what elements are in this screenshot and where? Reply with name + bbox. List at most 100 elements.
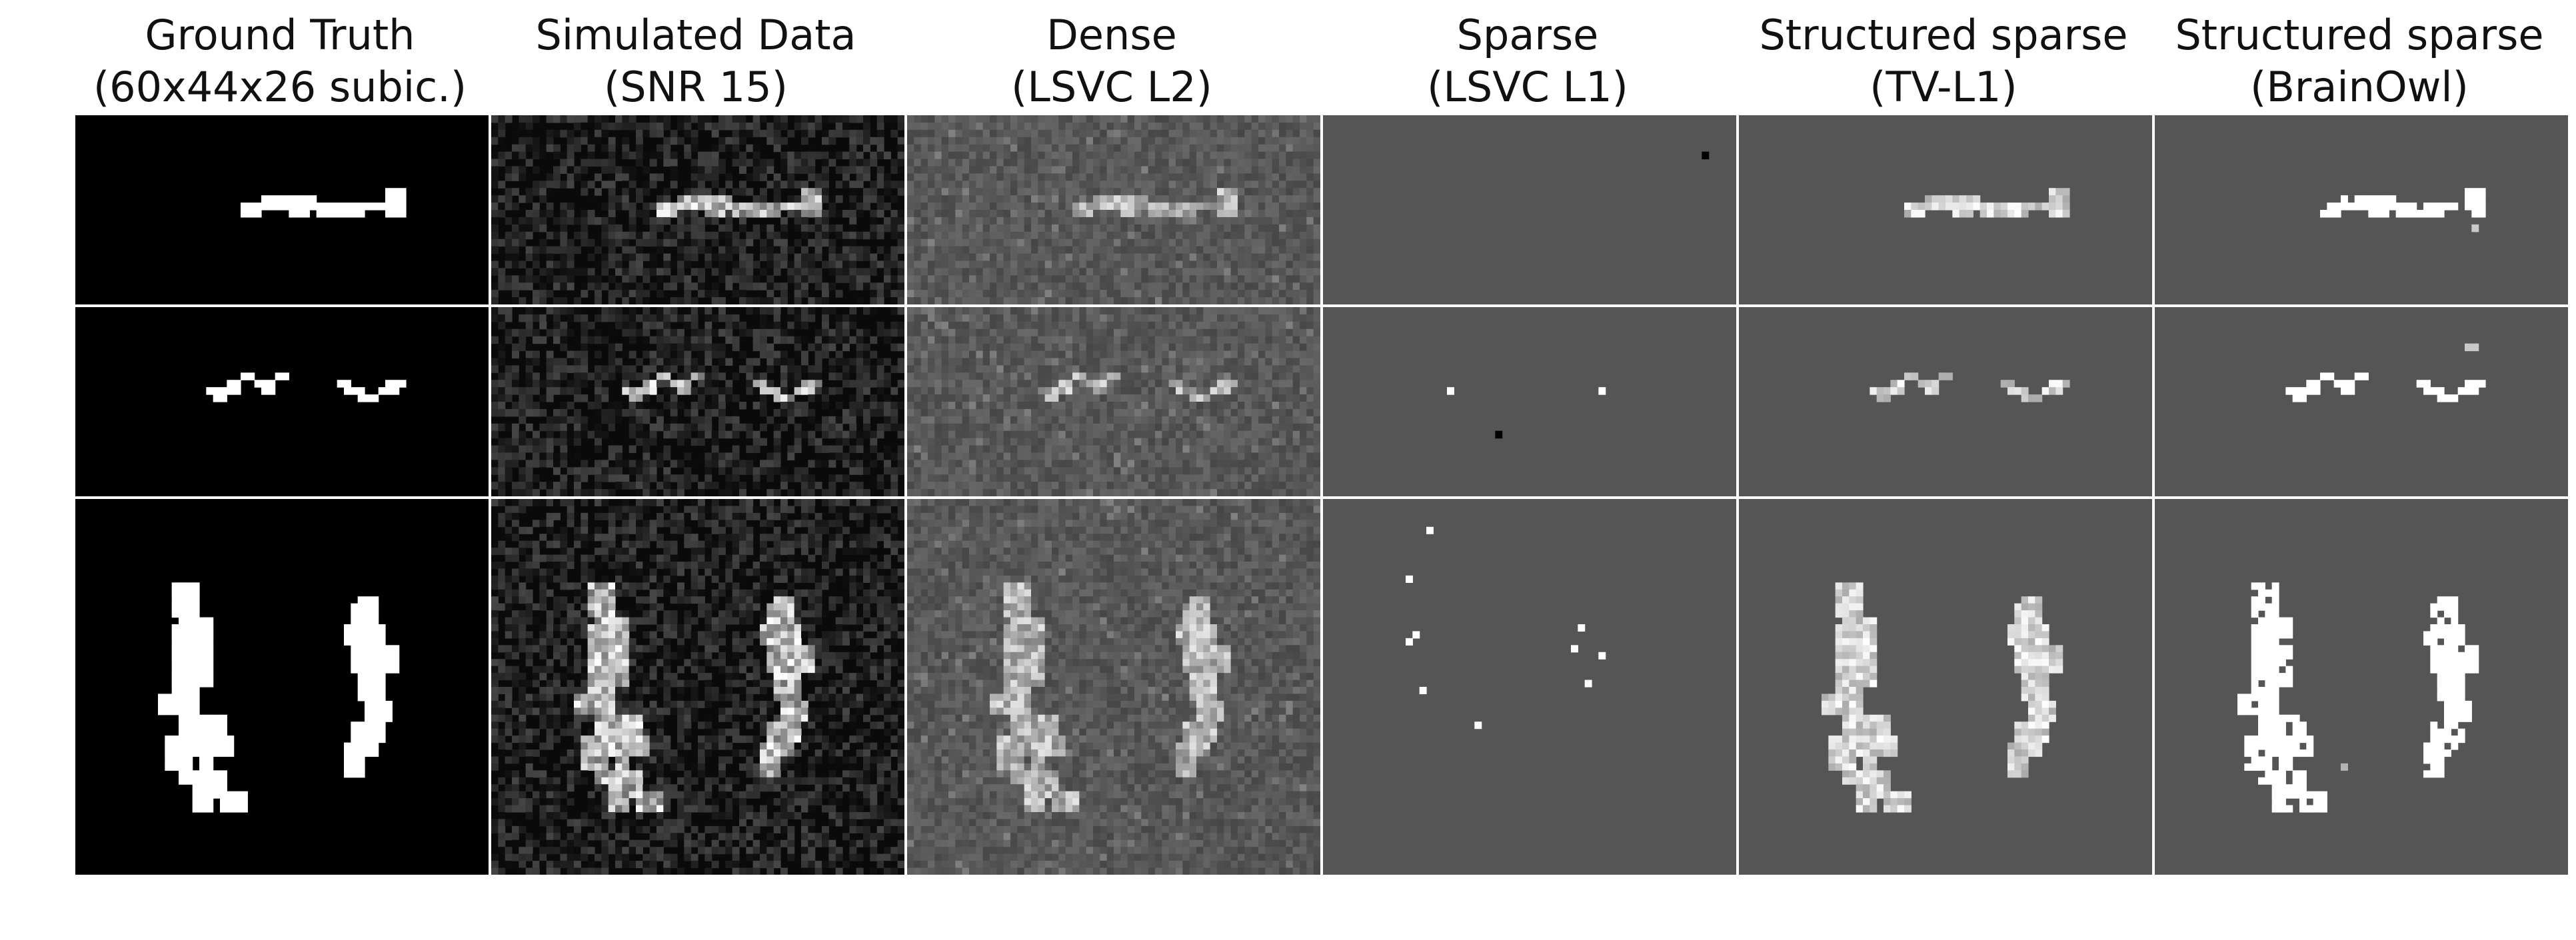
- voxel: [773, 721, 781, 729]
- voxel: [1196, 137, 1204, 145]
- voxel: [656, 659, 664, 667]
- voxel: [828, 721, 836, 729]
- voxel: [897, 839, 904, 847]
- voxel: [553, 721, 561, 729]
- voxel: [794, 181, 802, 189]
- voxel: [897, 282, 904, 290]
- voxel: [787, 540, 795, 548]
- voxel: [206, 631, 214, 639]
- row-separator: [491, 304, 904, 307]
- voxel: [766, 452, 774, 460]
- voxel: [629, 847, 637, 855]
- voxel: [760, 742, 767, 750]
- voxel: [760, 159, 767, 167]
- voxel: [615, 115, 623, 123]
- voxel: [876, 181, 884, 189]
- voxel: [698, 246, 705, 254]
- voxel: [615, 805, 623, 813]
- voxel: [1265, 122, 1273, 131]
- voxel: [801, 253, 808, 262]
- voxel: [539, 408, 547, 417]
- voxel: [863, 728, 870, 736]
- voxel: [608, 210, 616, 218]
- voxel: [220, 784, 227, 792]
- voxel: [560, 438, 568, 446]
- voxel: [794, 714, 802, 722]
- voxel: [601, 416, 609, 424]
- voxel: [711, 253, 719, 262]
- voxel: [773, 638, 781, 646]
- voxel: [656, 394, 664, 402]
- voxel: [357, 749, 365, 757]
- voxel: [622, 777, 630, 785]
- voxel: [629, 387, 637, 395]
- voxel: [663, 350, 671, 359]
- voxel: [663, 238, 671, 247]
- voxel: [491, 195, 499, 203]
- voxel: [519, 482, 527, 490]
- voxel: [884, 246, 891, 254]
- voxel: [663, 489, 671, 496]
- voxel: [546, 728, 554, 736]
- voxel: [560, 645, 568, 653]
- voxel: [794, 203, 802, 211]
- voxel: [622, 700, 630, 708]
- voxel: [213, 777, 221, 785]
- voxel: [870, 151, 878, 160]
- voxel: [752, 438, 760, 446]
- voxel: [690, 562, 698, 570]
- voxel: [773, 115, 781, 123]
- voxel: [560, 246, 568, 254]
- voxel: [794, 617, 802, 625]
- voxel: [385, 645, 393, 653]
- voxel: [553, 540, 561, 548]
- voxel: [801, 137, 808, 145]
- voxel: [698, 700, 705, 708]
- voxel: [560, 861, 568, 869]
- voxel: [539, 770, 547, 778]
- voxel: [587, 749, 595, 757]
- voxel: [732, 784, 740, 792]
- voxel: [498, 394, 506, 402]
- voxel: [842, 210, 850, 218]
- voxel: [870, 645, 878, 653]
- voxel: [1120, 129, 1128, 138]
- voxel: [780, 562, 788, 570]
- voxel: [849, 700, 857, 708]
- voxel: [814, 380, 822, 388]
- voxel: [546, 568, 554, 576]
- voxel: [643, 452, 650, 460]
- voxel: [519, 499, 527, 507]
- voxel: [533, 452, 540, 460]
- voxel: [746, 756, 754, 764]
- voxel: [849, 694, 857, 702]
- voxel: [505, 805, 513, 813]
- voxel: [649, 474, 657, 482]
- voxel: [704, 188, 712, 196]
- voxel: [732, 452, 740, 460]
- voxel: [546, 631, 554, 639]
- voxel: [890, 548, 898, 556]
- voxel: [567, 387, 575, 395]
- voxel: [498, 467, 506, 475]
- voxel: [560, 358, 568, 366]
- voxel: [567, 129, 575, 138]
- voxel: [849, 805, 857, 813]
- voxel: [574, 861, 581, 869]
- voxel: [814, 210, 822, 218]
- voxel: [1093, 129, 1100, 138]
- voxel: [835, 680, 843, 688]
- voxel: [560, 268, 568, 276]
- voxel: [581, 282, 589, 290]
- voxel: [1065, 129, 1073, 138]
- voxel: [711, 624, 719, 632]
- voxel: [601, 115, 609, 123]
- voxel: [525, 596, 533, 604]
- voxel: [567, 467, 575, 475]
- voxel: [835, 224, 843, 233]
- voxel: [595, 742, 602, 750]
- voxel: [752, 735, 760, 743]
- voxel: [601, 499, 609, 507]
- voxel: [732, 645, 740, 653]
- voxel: [725, 777, 733, 785]
